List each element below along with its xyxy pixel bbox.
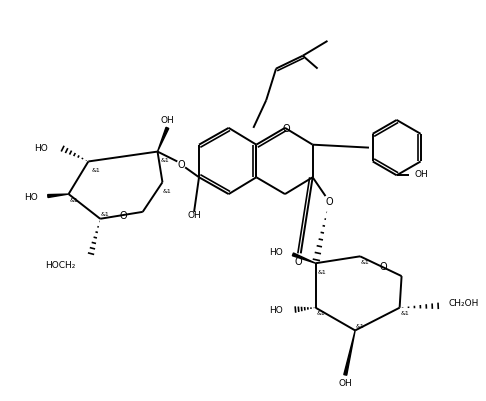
Text: &1: &1 [361, 259, 369, 264]
Polygon shape [48, 194, 69, 198]
Text: OH: OH [187, 211, 201, 220]
Text: &1: &1 [69, 197, 78, 202]
Text: OH: OH [160, 116, 174, 125]
Polygon shape [293, 253, 315, 263]
Text: &1: &1 [163, 188, 172, 193]
Text: HO: HO [34, 144, 48, 153]
Text: HO: HO [269, 306, 283, 314]
Polygon shape [157, 128, 169, 152]
Text: &1: &1 [161, 158, 170, 162]
Polygon shape [344, 330, 355, 375]
Text: &1: &1 [400, 310, 409, 315]
Text: O: O [177, 160, 185, 170]
Text: HO: HO [24, 192, 38, 201]
Text: O: O [379, 261, 387, 271]
Text: O: O [326, 196, 333, 207]
Text: CH₂OH: CH₂OH [448, 298, 478, 308]
Text: &1: &1 [101, 212, 109, 217]
Text: &1: &1 [356, 323, 364, 328]
Text: OH: OH [415, 169, 428, 178]
Text: HO: HO [269, 247, 283, 256]
Text: &1: &1 [316, 310, 325, 315]
Text: O: O [282, 124, 290, 134]
Text: O: O [120, 211, 127, 221]
Text: HOCH₂: HOCH₂ [45, 260, 75, 269]
Text: &1: &1 [317, 269, 326, 274]
Text: &1: &1 [92, 168, 101, 172]
Text: OH: OH [338, 379, 352, 387]
Text: O: O [294, 257, 302, 267]
